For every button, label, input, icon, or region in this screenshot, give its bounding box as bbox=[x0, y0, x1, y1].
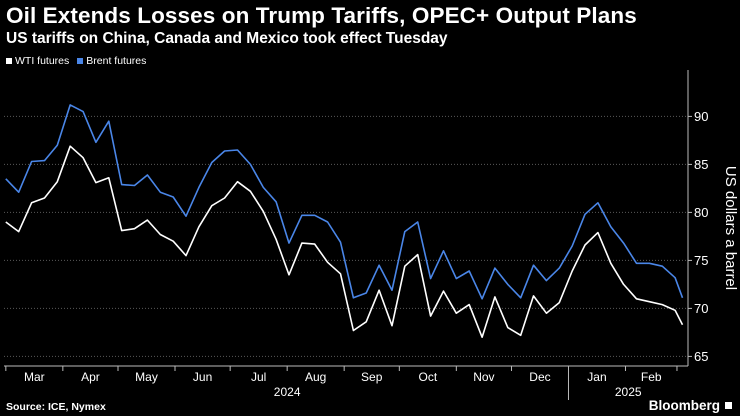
x-tick-label: Oct bbox=[418, 370, 437, 384]
chart-title: Oil Extends Losses on Trump Tariffs, OPE… bbox=[6, 3, 637, 28]
x-tick-label: Mar bbox=[24, 370, 45, 384]
x-tick-label: Jul bbox=[251, 370, 266, 384]
x-tick-label: May bbox=[135, 370, 158, 384]
x-year-label: 2024 bbox=[274, 385, 301, 399]
bloomberg-square-icon bbox=[725, 402, 732, 409]
legend-swatch-brent bbox=[77, 58, 84, 64]
x-tick-label: Feb bbox=[641, 370, 662, 384]
y-tick-label: 65 bbox=[694, 349, 708, 364]
source-note: Source: ICE, Nymex bbox=[6, 401, 106, 413]
x-year-label: 2025 bbox=[615, 385, 642, 399]
y-tick-label: 85 bbox=[694, 157, 708, 172]
legend-swatch-wti bbox=[6, 58, 12, 64]
y-tick-label: 80 bbox=[694, 205, 708, 220]
legend-item-wti: WTI futures bbox=[6, 55, 69, 67]
y-tick-label: 70 bbox=[694, 301, 708, 316]
legend: WTI futures Brent futures bbox=[6, 55, 154, 67]
x-tick-label: Apr bbox=[81, 370, 100, 384]
bloomberg-logo: Bloomberg bbox=[648, 398, 720, 413]
y-axis-label: US dollars a barrel bbox=[722, 166, 739, 290]
legend-label-wti: WTI futures bbox=[15, 55, 70, 67]
y-tick-label: 75 bbox=[694, 253, 708, 268]
x-tick-label: Jun bbox=[193, 370, 212, 384]
legend-label-brent: Brent futures bbox=[86, 55, 147, 67]
series-line-brent bbox=[5, 104, 684, 300]
x-tick-label: Jan bbox=[587, 370, 606, 384]
legend-item-brent: Brent futures bbox=[77, 55, 146, 67]
y-tick-label: 90 bbox=[694, 109, 708, 124]
series-line-wti bbox=[5, 145, 684, 339]
chart-subtitle: US tariffs on China, Canada and Mexico t… bbox=[6, 30, 448, 47]
x-tick-label: Dec bbox=[529, 370, 550, 384]
x-tick-label: Sep bbox=[361, 370, 383, 384]
x-tick-label: Nov bbox=[473, 370, 494, 384]
x-tick-label: Aug bbox=[305, 370, 326, 384]
